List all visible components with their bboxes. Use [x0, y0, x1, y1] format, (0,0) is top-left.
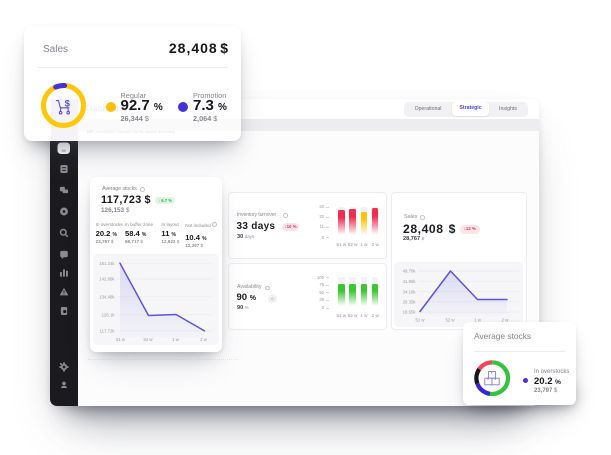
svg-text:34.16k: 34.16k [403, 289, 417, 294]
svg-text:117.72k: 117.72k [100, 329, 116, 334]
svg-text:142.86k: 142.86k [99, 277, 115, 282]
svg-text:1 w: 1 w [474, 317, 482, 322]
svg-text:51 w: 51 w [415, 317, 425, 322]
svg-text:51 w: 51 w [116, 337, 126, 342]
svg-text:151.24k: 151.24k [99, 261, 115, 266]
svg-text:49.76k: 49.76k [403, 268, 417, 273]
svg-text:52 w: 52 w [143, 337, 153, 342]
svg-text:2 w: 2 w [200, 337, 208, 342]
svg-text:52 w: 52 w [445, 317, 455, 322]
svg-text:26.35k: 26.35k [403, 299, 417, 304]
svg-text:$: $ [65, 98, 71, 109]
svg-text:18.55k: 18.55k [403, 309, 417, 314]
svg-text:41.96k: 41.96k [403, 278, 417, 283]
svg-text:1 w: 1 w [172, 337, 180, 342]
svg-text:126.1k: 126.1k [102, 312, 116, 317]
svg-text:2 w: 2 w [502, 317, 510, 322]
svg-text:134.48k: 134.48k [99, 294, 115, 299]
